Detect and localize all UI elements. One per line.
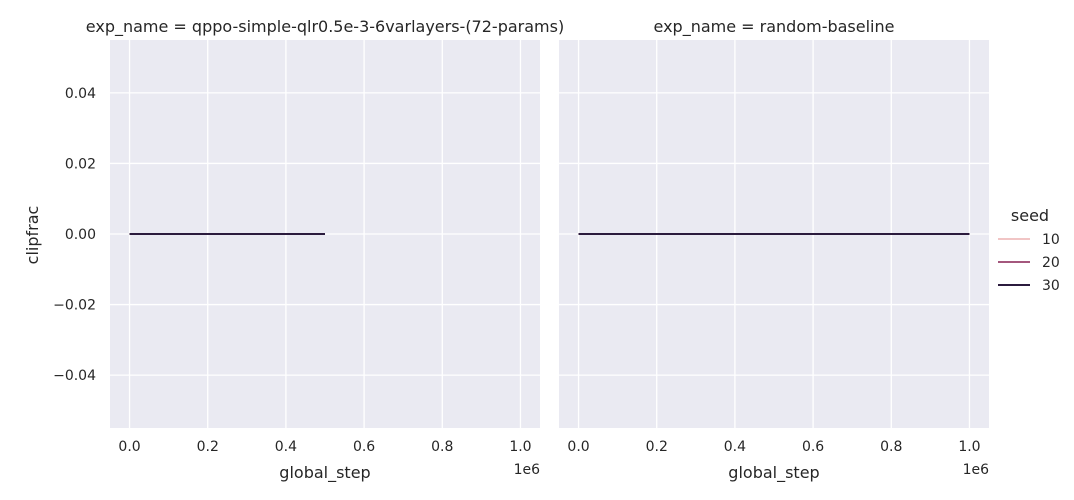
x-tick-label: 0.8 bbox=[431, 439, 453, 455]
legend-title: seed bbox=[1011, 206, 1049, 225]
legend-label: 30 bbox=[1042, 278, 1060, 294]
y-tick-label: 0.04 bbox=[65, 86, 96, 102]
x-tick-label: 1.0 bbox=[958, 439, 980, 455]
x-axis-label: global_step bbox=[728, 463, 819, 483]
x-tick-label: 0.0 bbox=[118, 439, 140, 455]
x-tick-label: 0.2 bbox=[197, 439, 219, 455]
x-tick-label: 0.6 bbox=[353, 439, 375, 455]
panel-title: exp_name = qppo-simple-qlr0.5e-3-6varlay… bbox=[86, 17, 564, 37]
y-tick-label: 0.02 bbox=[65, 156, 96, 172]
y-axis-label: clipfrac bbox=[23, 206, 42, 265]
x-axis-label: global_step bbox=[279, 463, 370, 483]
x-tick-label: 0.8 bbox=[880, 439, 902, 455]
x-tick-label: 0.2 bbox=[646, 439, 668, 455]
x-tick-label: 1.0 bbox=[509, 439, 531, 455]
legend-label: 20 bbox=[1042, 255, 1060, 271]
y-tick-label: −0.04 bbox=[53, 368, 96, 384]
y-tick-label: −0.02 bbox=[53, 298, 96, 314]
x-offset-label: 1e6 bbox=[514, 462, 541, 478]
x-offset-label: 1e6 bbox=[963, 462, 990, 478]
x-tick-label: 0.4 bbox=[724, 439, 746, 455]
y-tick-label: 0.00 bbox=[65, 227, 96, 243]
x-tick-label: 0.6 bbox=[802, 439, 824, 455]
x-tick-label: 0.0 bbox=[567, 439, 589, 455]
panel-title: exp_name = random-baseline bbox=[654, 17, 895, 37]
x-tick-label: 0.4 bbox=[275, 439, 297, 455]
legend-label: 10 bbox=[1042, 232, 1060, 248]
